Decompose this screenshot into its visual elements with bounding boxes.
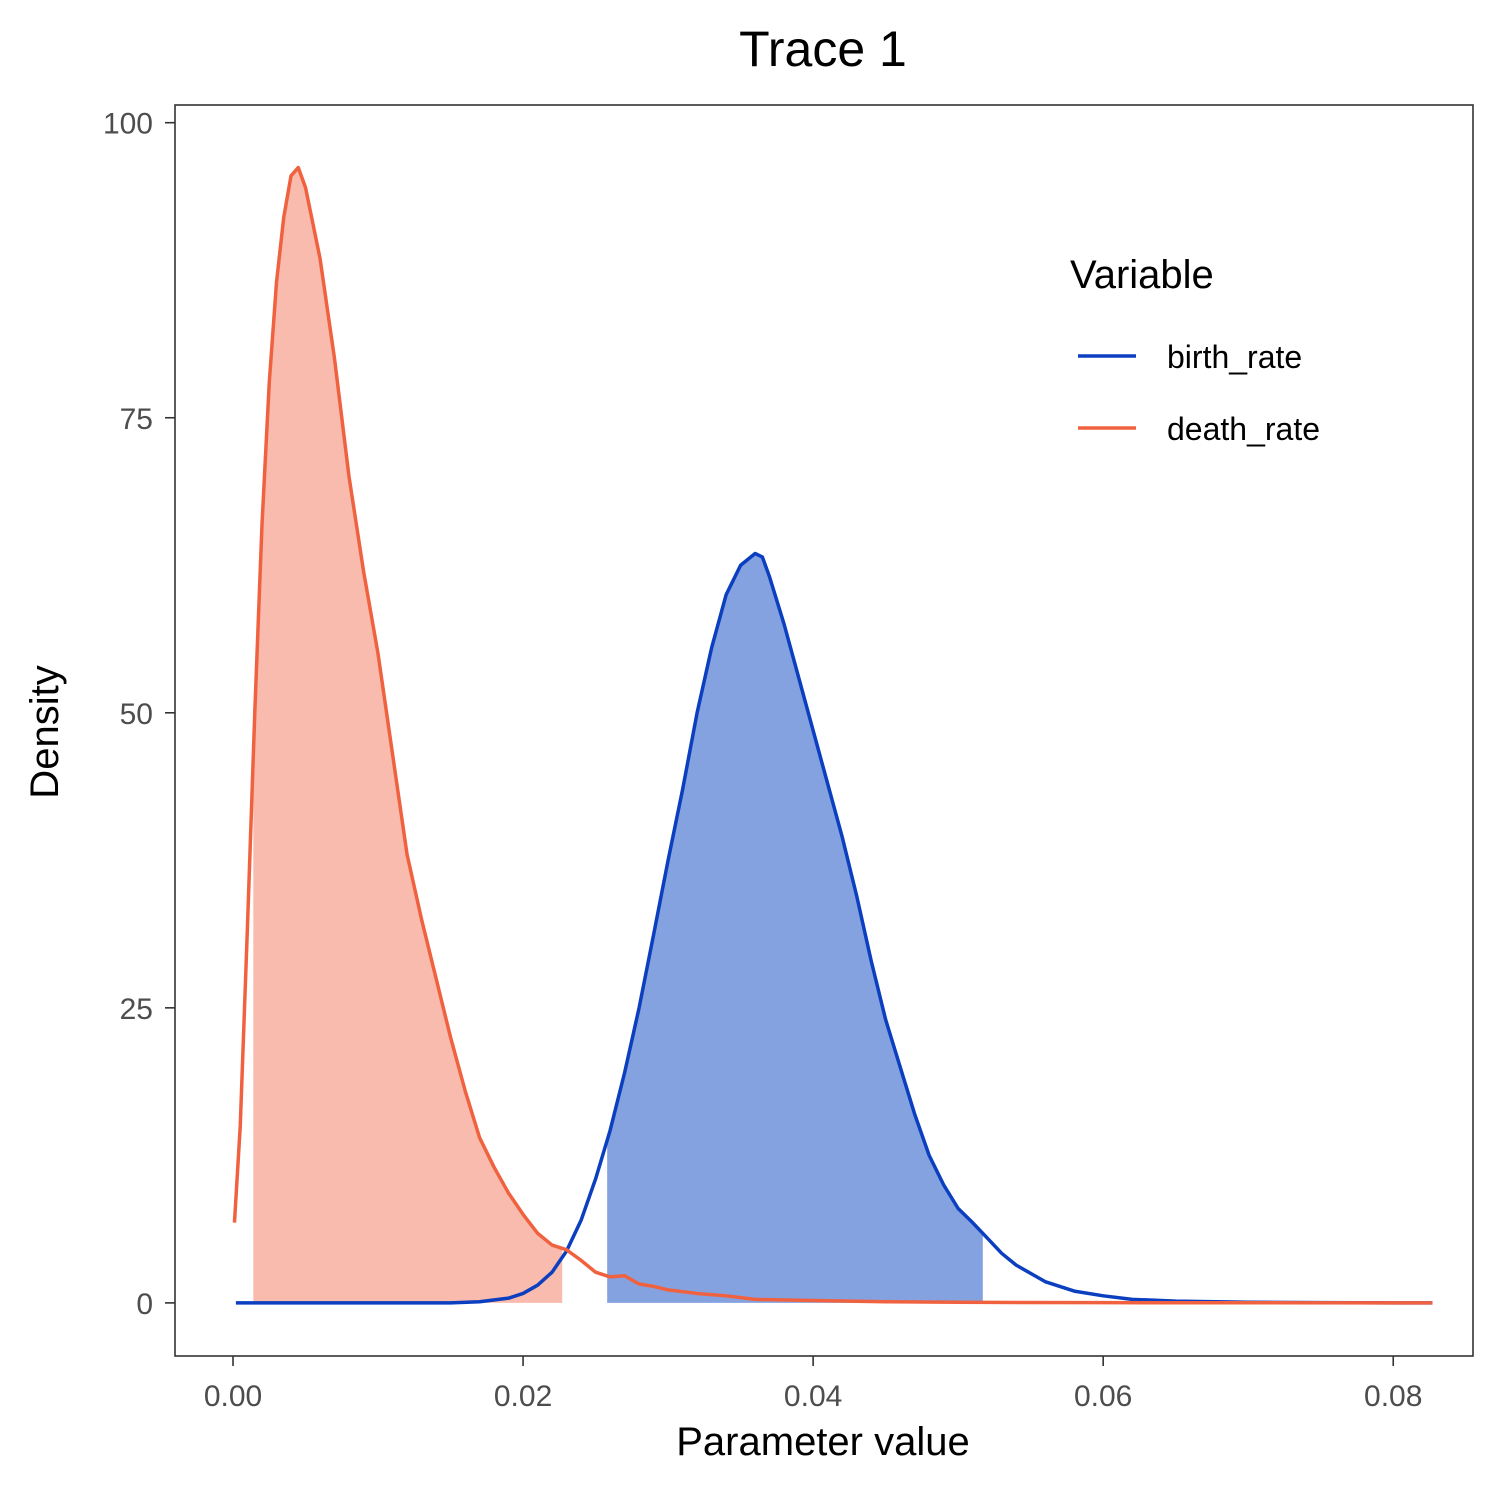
x-axis-title: Parameter value (676, 1420, 969, 1464)
x-axis: 0.00 0.02 0.04 0.06 0.08 (204, 1356, 1422, 1413)
y-axis: 0 25 50 75 100 (103, 108, 175, 1321)
x-tick-label: 0.00 (204, 1380, 262, 1413)
x-tick-label: 0.04 (784, 1380, 842, 1413)
legend: Variable birth_rate death_rate (1070, 253, 1320, 447)
legend-label-death-rate: death_rate (1167, 411, 1320, 447)
birth-rate-density-line (235, 551, 1433, 1305)
x-tick-label: 0.02 (494, 1380, 552, 1413)
y-tick-label: 100 (103, 108, 153, 141)
death-rate-density-line (232, 165, 1433, 1305)
x-tick-label: 0.08 (1364, 1380, 1422, 1413)
legend-label-birth-rate: birth_rate (1167, 339, 1302, 375)
death-rate-hpd-area (253, 167, 563, 1303)
hpd-fill-group (253, 167, 983, 1303)
birth-rate-hpd-area (607, 553, 983, 1303)
x-tick-label: 0.06 (1074, 1380, 1132, 1413)
y-tick-label: 0 (136, 1288, 153, 1321)
y-tick-label: 25 (120, 993, 153, 1026)
legend-title: Variable (1070, 253, 1214, 297)
y-tick-label: 75 (120, 403, 153, 436)
plot-panel-border (174, 104, 1474, 1357)
density-line-group (232, 165, 1433, 1305)
y-tick-label: 50 (120, 698, 153, 731)
chart-title: Trace 1 (739, 21, 907, 77)
y-axis-title: Density (23, 665, 67, 798)
